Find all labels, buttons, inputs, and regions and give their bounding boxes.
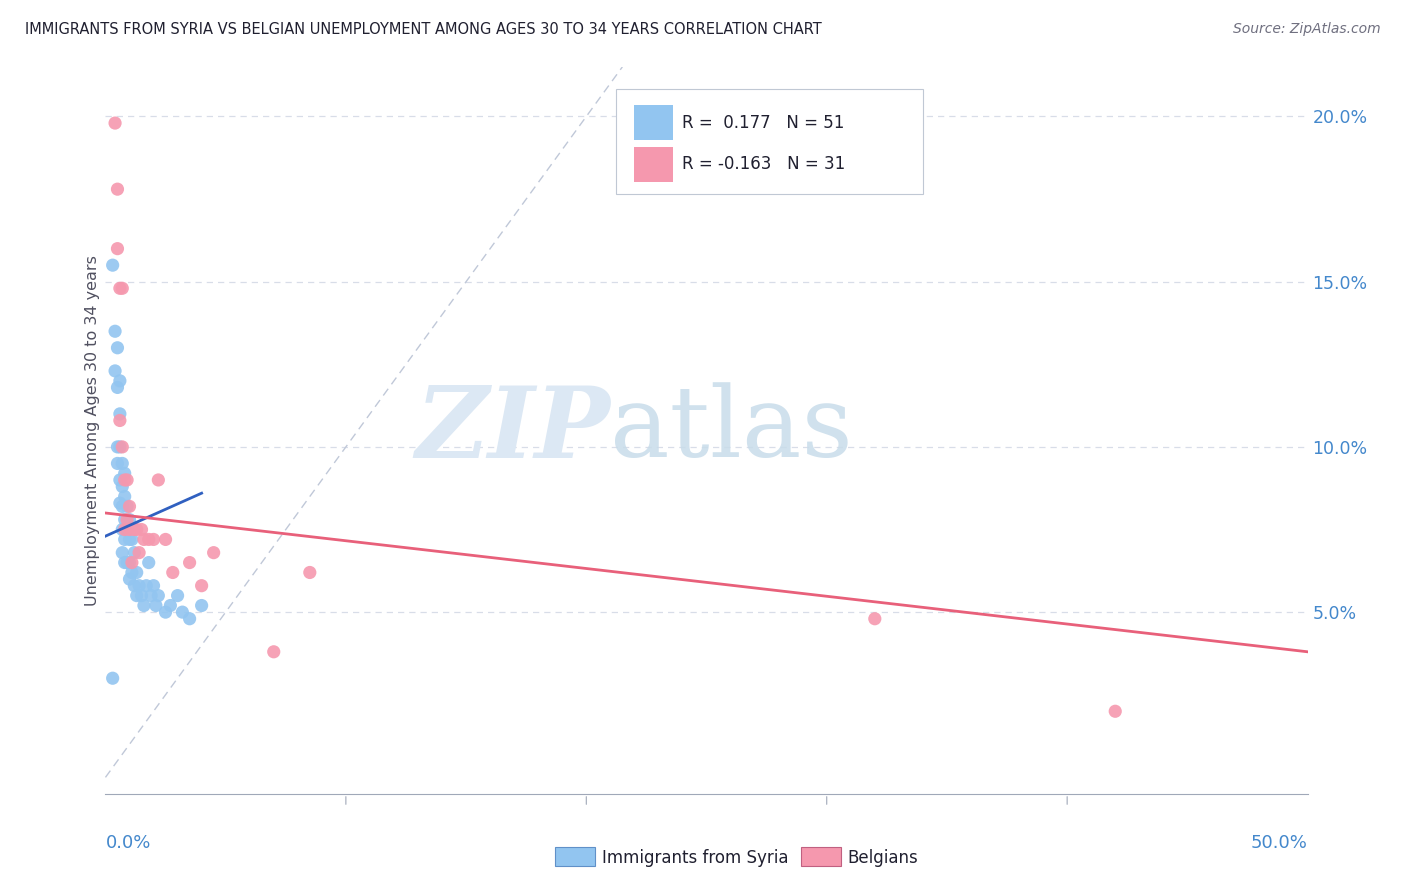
- Point: [111, 440, 134, 454]
- Point: [114, 523, 136, 537]
- Point: [135, 579, 157, 593]
- Point: [114, 473, 136, 487]
- Point: [125, 589, 148, 603]
- Point: [104, 324, 127, 338]
- Point: [115, 513, 138, 527]
- Point: [179, 612, 201, 626]
- Point: [138, 556, 160, 570]
- Point: [125, 566, 148, 580]
- Point: [121, 556, 143, 570]
- Point: [107, 380, 129, 394]
- Point: [107, 440, 129, 454]
- Point: [124, 546, 146, 560]
- Point: [159, 599, 181, 613]
- Bar: [634, 147, 673, 182]
- Point: [298, 566, 321, 580]
- Point: [162, 566, 184, 580]
- Point: [114, 556, 136, 570]
- Point: [107, 242, 129, 256]
- Point: [101, 258, 124, 272]
- Point: [118, 556, 141, 570]
- Point: [138, 533, 160, 547]
- Point: [107, 457, 129, 471]
- Point: [108, 473, 131, 487]
- Point: [863, 612, 886, 626]
- Point: [114, 467, 136, 481]
- Point: [1104, 704, 1126, 718]
- Point: [155, 605, 177, 619]
- Point: [114, 490, 136, 504]
- Point: [142, 579, 165, 593]
- FancyBboxPatch shape: [616, 88, 922, 194]
- Text: IMMIGRANTS FROM SYRIA VS BELGIAN UNEMPLOYMENT AMONG AGES 30 TO 34 YEARS CORRELAT: IMMIGRANTS FROM SYRIA VS BELGIAN UNEMPLO…: [25, 22, 823, 37]
- Point: [132, 533, 155, 547]
- Point: [115, 556, 138, 570]
- Bar: [634, 105, 673, 140]
- Point: [104, 116, 127, 130]
- Y-axis label: Unemployment Among Ages 30 to 34 years: Unemployment Among Ages 30 to 34 years: [84, 255, 100, 606]
- Point: [128, 546, 150, 560]
- Point: [142, 533, 165, 547]
- Point: [124, 523, 146, 537]
- Text: 0.0%: 0.0%: [105, 834, 150, 852]
- Text: Source: ZipAtlas.com: Source: ZipAtlas.com: [1233, 22, 1381, 37]
- Point: [121, 533, 143, 547]
- Point: [111, 479, 134, 493]
- Text: Belgians: Belgians: [848, 849, 918, 867]
- Point: [111, 546, 134, 560]
- Point: [145, 599, 167, 613]
- Text: 50.0%: 50.0%: [1251, 834, 1308, 852]
- Point: [108, 413, 131, 427]
- Point: [107, 341, 129, 355]
- Point: [118, 572, 141, 586]
- Point: [118, 513, 141, 527]
- Point: [115, 500, 138, 514]
- Point: [108, 374, 131, 388]
- Point: [139, 589, 162, 603]
- Point: [114, 533, 136, 547]
- Point: [108, 407, 131, 421]
- Point: [118, 523, 141, 537]
- Point: [107, 182, 129, 196]
- Text: R =  0.177   N = 51: R = 0.177 N = 51: [682, 114, 845, 132]
- Point: [108, 496, 131, 510]
- Point: [114, 513, 136, 527]
- Point: [131, 589, 153, 603]
- Point: [124, 579, 146, 593]
- Point: [148, 473, 170, 487]
- Point: [179, 556, 201, 570]
- Point: [111, 457, 134, 471]
- Point: [132, 599, 155, 613]
- Text: atlas: atlas: [610, 383, 853, 478]
- Point: [190, 579, 212, 593]
- Point: [111, 281, 134, 295]
- Point: [118, 533, 141, 547]
- Point: [202, 546, 225, 560]
- Point: [148, 589, 170, 603]
- Point: [121, 566, 143, 580]
- Point: [101, 671, 124, 685]
- Point: [111, 523, 134, 537]
- Point: [115, 523, 138, 537]
- Text: R = -0.163   N = 31: R = -0.163 N = 31: [682, 155, 846, 173]
- Point: [263, 645, 285, 659]
- Point: [190, 599, 212, 613]
- Point: [128, 579, 150, 593]
- Point: [108, 440, 131, 454]
- Point: [104, 364, 127, 378]
- Point: [166, 589, 188, 603]
- Point: [155, 533, 177, 547]
- Point: [111, 500, 134, 514]
- Text: Immigrants from Syria: Immigrants from Syria: [602, 849, 789, 867]
- Point: [115, 473, 138, 487]
- Point: [172, 605, 194, 619]
- Point: [125, 523, 148, 537]
- Point: [118, 500, 141, 514]
- Point: [131, 523, 153, 537]
- Text: ZIP: ZIP: [415, 382, 610, 479]
- Point: [108, 281, 131, 295]
